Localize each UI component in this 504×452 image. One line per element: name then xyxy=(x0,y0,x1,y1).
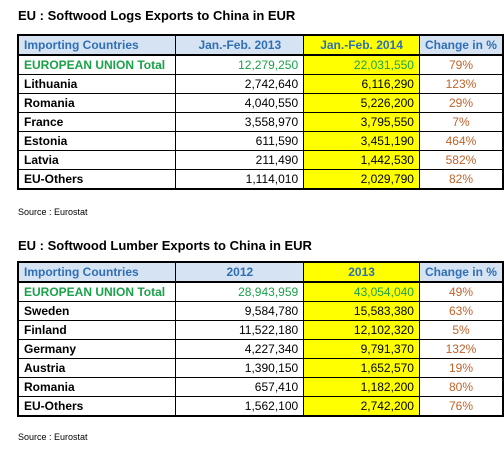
lumber-exports-table: Importing Countries 2012 2013 Change in … xyxy=(17,261,504,417)
change-value: 5% xyxy=(418,320,504,340)
country-name: Romania xyxy=(17,377,177,397)
value-1: 11,522,180 xyxy=(175,320,305,340)
table-row: Finland 11,522,180 12,102,320 5% xyxy=(17,320,504,340)
total-row: EUROPEAN UNION Total 28,943,959 43,054,0… xyxy=(17,281,504,302)
change-value: 123% xyxy=(418,74,504,94)
table-header-row: Importing Countries Jan.-Feb. 2013 Jan.-… xyxy=(17,34,504,56)
value-2: 6,116,290 xyxy=(303,74,420,94)
table-row: Estonia 611,590 3,451,190 464% xyxy=(17,131,504,151)
table-row: France 3,558,970 3,795,550 7% xyxy=(17,112,504,132)
change-value: 464% xyxy=(418,131,504,151)
country-name: Latvia xyxy=(17,150,177,170)
change-value: 82% xyxy=(418,169,504,190)
table-header-row: Importing Countries 2012 2013 Change in … xyxy=(17,261,504,283)
total-value-2: 22,031,550 xyxy=(303,54,420,75)
logs-source-note: Source : Eurostat xyxy=(18,207,88,217)
change-value: 7% xyxy=(418,112,504,132)
change-value: 29% xyxy=(418,93,504,113)
value-2: 3,795,550 xyxy=(303,112,420,132)
value-2: 2,742,200 xyxy=(303,396,420,417)
value-2: 5,226,200 xyxy=(303,93,420,113)
table-row: Sweden 9,584,780 15,583,380 63% xyxy=(17,301,504,321)
country-name: Germany xyxy=(17,339,177,359)
change-value: 63% xyxy=(418,301,504,321)
country-name: Finland xyxy=(17,320,177,340)
value-1: 3,558,970 xyxy=(175,112,305,132)
country-name: Austria xyxy=(17,358,177,378)
value-2: 12,102,320 xyxy=(303,320,420,340)
value-1: 9,584,780 xyxy=(175,301,305,321)
value-2: 1,182,200 xyxy=(303,377,420,397)
value-2: 2,029,790 xyxy=(303,169,420,190)
table-row: EU-Others 1,114,010 2,029,790 82% xyxy=(17,169,504,190)
country-name: EU-Others xyxy=(17,396,177,417)
value-2: 3,451,190 xyxy=(303,131,420,151)
header-period-2: 2013 xyxy=(303,261,420,283)
change-value: 19% xyxy=(418,358,504,378)
change-value: 80% xyxy=(418,377,504,397)
country-name: Romania xyxy=(17,93,177,113)
value-1: 1,114,010 xyxy=(175,169,305,190)
value-1: 2,742,640 xyxy=(175,74,305,94)
total-value-2: 43,054,040 xyxy=(303,281,420,302)
value-2: 15,583,380 xyxy=(303,301,420,321)
change-value: 582% xyxy=(418,150,504,170)
value-1: 1,390,150 xyxy=(175,358,305,378)
value-1: 611,590 xyxy=(175,131,305,151)
value-1: 211,490 xyxy=(175,150,305,170)
table-row: Germany 4,227,340 9,791,370 132% xyxy=(17,339,504,359)
change-value: 132% xyxy=(418,339,504,359)
total-value-1: 28,943,959 xyxy=(175,281,305,302)
logs-table-title: EU : Softwood Logs Exports to China in E… xyxy=(18,8,296,23)
header-change: Change in % xyxy=(418,261,504,283)
table-row: EU-Others 1,562,100 2,742,200 76% xyxy=(17,396,504,417)
table-row: Lithuania 2,742,640 6,116,290 123% xyxy=(17,74,504,94)
header-period-1: 2012 xyxy=(175,261,305,283)
country-name: France xyxy=(17,112,177,132)
country-name: EU-Others xyxy=(17,169,177,190)
total-name: EUROPEAN UNION Total xyxy=(17,54,177,75)
change-value: 76% xyxy=(418,396,504,417)
total-name: EUROPEAN UNION Total xyxy=(17,281,177,302)
value-2: 1,442,530 xyxy=(303,150,420,170)
value-2: 1,652,570 xyxy=(303,358,420,378)
header-period-1: Jan.-Feb. 2013 xyxy=(175,34,305,56)
header-importing-countries: Importing Countries xyxy=(17,261,177,283)
lumber-source-note: Source : Eurostat xyxy=(18,432,88,442)
table-row: Romania 4,040,550 5,226,200 29% xyxy=(17,93,504,113)
header-importing-countries: Importing Countries xyxy=(17,34,177,56)
logs-exports-table: Importing Countries Jan.-Feb. 2013 Jan.-… xyxy=(17,34,504,190)
table-row: Latvia 211,490 1,442,530 582% xyxy=(17,150,504,170)
total-change: 79% xyxy=(418,54,504,75)
value-1: 1,562,100 xyxy=(175,396,305,417)
total-row: EUROPEAN UNION Total 12,279,250 22,031,5… xyxy=(17,54,504,75)
table-row: Austria 1,390,150 1,652,570 19% xyxy=(17,358,504,378)
total-change: 49% xyxy=(418,281,504,302)
country-name: Estonia xyxy=(17,131,177,151)
header-period-2: Jan.-Feb. 2014 xyxy=(303,34,420,56)
value-1: 4,040,550 xyxy=(175,93,305,113)
value-2: 9,791,370 xyxy=(303,339,420,359)
lumber-table-title: EU : Softwood Lumber Exports to China in… xyxy=(18,238,312,253)
value-1: 657,410 xyxy=(175,377,305,397)
header-change: Change in % xyxy=(418,34,504,56)
table-row: Romania 657,410 1,182,200 80% xyxy=(17,377,504,397)
country-name: Lithuania xyxy=(17,74,177,94)
country-name: Sweden xyxy=(17,301,177,321)
value-1: 4,227,340 xyxy=(175,339,305,359)
total-value-1: 12,279,250 xyxy=(175,54,305,75)
